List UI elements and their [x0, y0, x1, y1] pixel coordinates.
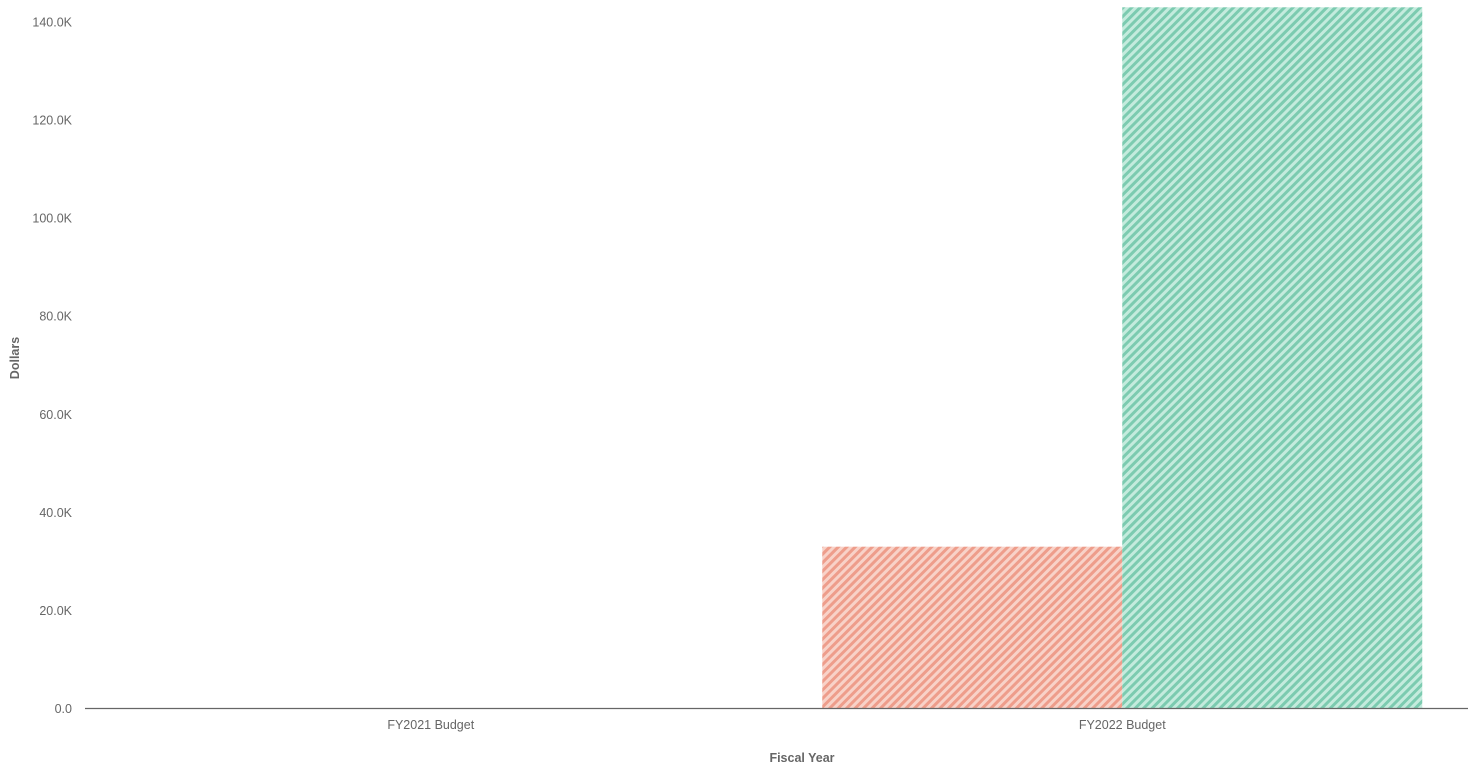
y-tick-label: 0.0 [55, 702, 72, 716]
x-tick-label: FY2022 Budget [1079, 718, 1166, 732]
bars [822, 7, 1423, 709]
x-axis-ticks: FY2021 Budget FY2022 Budget [387, 718, 1166, 732]
x-tick-label: FY2021 Budget [387, 718, 474, 732]
y-tick-label: 80.0K [39, 310, 72, 324]
bar-series-1-2[interactable] [822, 546, 1123, 709]
y-axis-ticks: 0.0 20.0K 40.0K 60.0K 80.0K 100.0K 120.0K 140.0… [32, 16, 72, 717]
y-tick-label: 60.0K [39, 408, 72, 422]
y-tick-label: 120.0K [32, 114, 72, 128]
y-tick-label: 140.0K [32, 16, 72, 30]
y-tick-label: 100.0K [32, 212, 72, 226]
y-tick-label: 20.0K [39, 604, 72, 618]
y-axis-title: Dollars [8, 337, 22, 379]
bar-series-2-2[interactable] [1122, 7, 1423, 709]
x-axis-title: Fiscal Year [769, 751, 834, 765]
y-tick-label: 40.0K [39, 506, 72, 520]
